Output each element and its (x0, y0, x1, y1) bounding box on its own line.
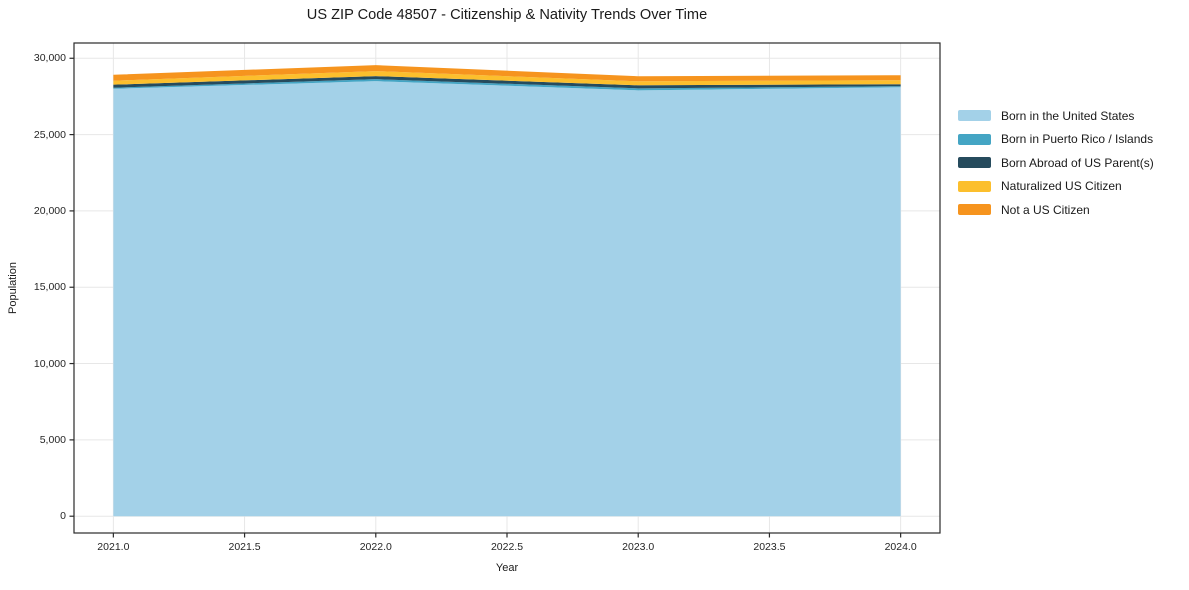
y-tick-label: 20,000 (33, 204, 66, 217)
area-series-3 (113, 71, 901, 86)
legend: Born in the United States Born in Puerto… (958, 104, 1154, 222)
y-tick-label: 30,000 (33, 52, 66, 65)
legend-item: Born Abroad of US Parent(s) (958, 151, 1154, 175)
area-series-4 (113, 65, 901, 82)
area-series-1 (113, 79, 901, 91)
legend-item: Not a US Citizen (958, 198, 1154, 222)
legend-item: Naturalized US Citizen (958, 175, 1154, 199)
legend-label: Born Abroad of US Parent(s) (1001, 155, 1154, 170)
y-tick-label: 10,000 (33, 357, 66, 370)
x-tick-label: 2021.0 (97, 541, 130, 553)
x-tick-label: 2021.5 (228, 541, 261, 553)
x-tick-label: 2022.5 (490, 541, 524, 553)
x-tick-label: 2023.0 (622, 541, 655, 553)
y-tick-label: 25,000 (33, 128, 66, 141)
legend-label: Born in Puerto Rico / Islands (1001, 132, 1154, 147)
legend-label: Born in the United States (1001, 108, 1135, 123)
legend-item: Born in Puerto Rico / Islands (958, 128, 1154, 152)
x-tick-label: 2024.0 (884, 541, 917, 553)
legend-swatch (958, 180, 991, 192)
legend-swatch (958, 133, 991, 145)
legend-label: Naturalized US Citizen (1001, 179, 1122, 194)
legend-swatch (958, 204, 991, 216)
legend-label: Not a US Citizen (1001, 202, 1090, 217)
x-tick-label: 2022.0 (359, 541, 392, 553)
legend-swatch (958, 110, 991, 122)
y-tick-label: 5,000 (39, 433, 66, 446)
area-series-2 (113, 76, 901, 89)
area-series-0 (113, 81, 901, 517)
x-axis-title: Year (495, 562, 519, 574)
y-axis-title: Population (7, 262, 19, 314)
y-tick-label: 0 (60, 510, 66, 523)
chart-title: US ZIP Code 48507 - Citizenship & Nativi… (306, 7, 708, 23)
legend-swatch (958, 157, 991, 169)
y-tick-label: 15,000 (33, 281, 66, 294)
x-tick-label: 2023.5 (753, 541, 786, 553)
legend-item: Born in the United States (958, 104, 1154, 128)
